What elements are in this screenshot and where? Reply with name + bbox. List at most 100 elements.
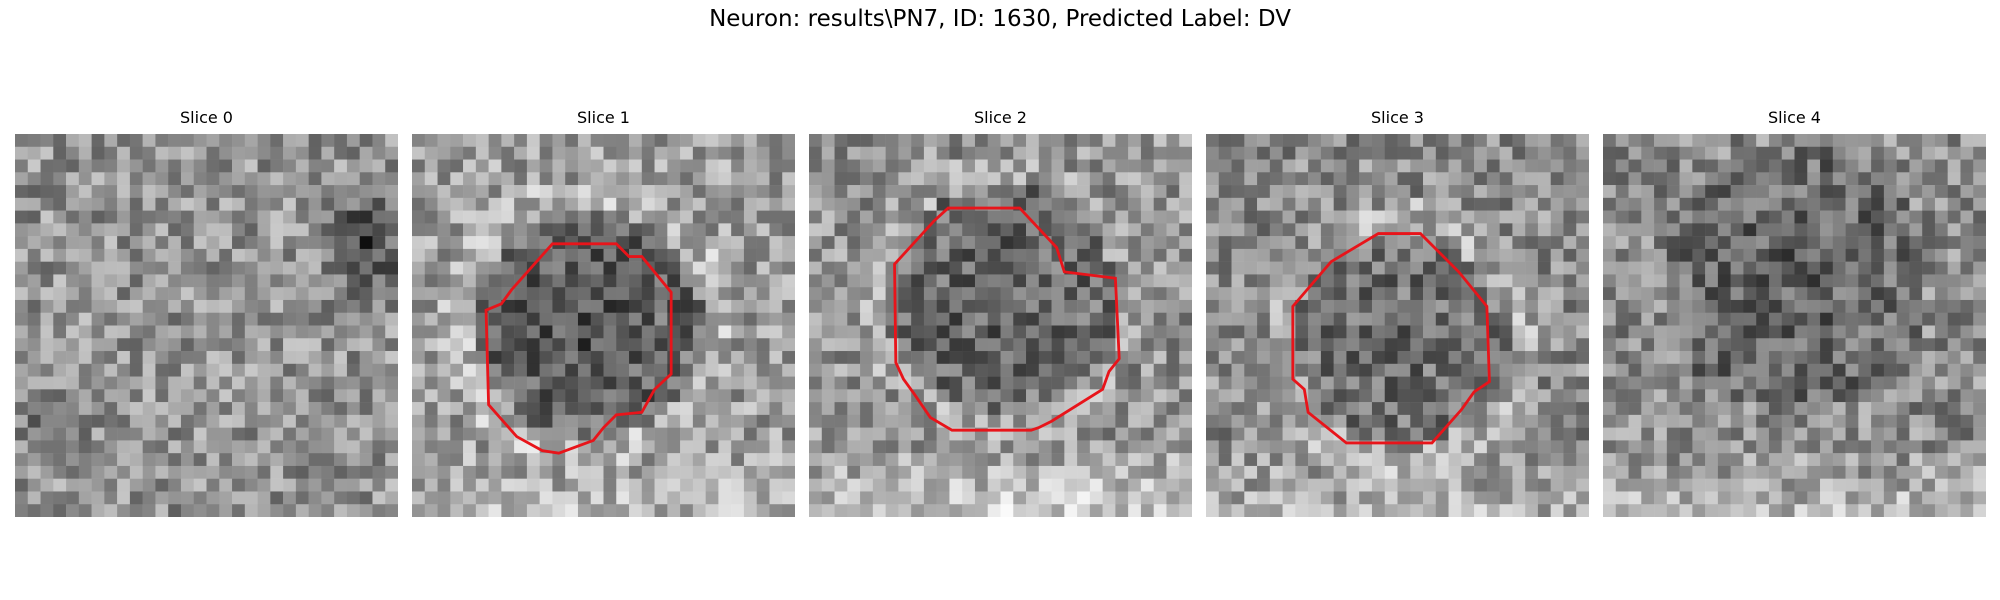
pixel	[1845, 261, 1859, 275]
pixel	[437, 504, 451, 517]
pixel	[1845, 504, 1859, 517]
pixel	[1756, 274, 1770, 288]
pixel	[860, 440, 874, 454]
pixel	[1654, 478, 1668, 492]
pixel	[488, 402, 502, 416]
pixel	[1244, 210, 1258, 224]
pixel	[898, 338, 912, 352]
pixel	[1423, 248, 1437, 262]
pixel	[552, 363, 566, 377]
pixel	[1832, 223, 1846, 237]
pixel	[1269, 453, 1283, 467]
pixel	[1166, 236, 1180, 250]
pixel	[1410, 491, 1424, 505]
pixel	[860, 338, 874, 352]
pixel	[680, 134, 694, 148]
pixel	[821, 440, 835, 454]
pixel	[1000, 389, 1014, 403]
pixel	[488, 363, 502, 377]
pixel	[437, 414, 451, 428]
pixel	[1845, 172, 1859, 186]
pixel	[616, 299, 630, 313]
pixel	[872, 338, 886, 352]
pixel	[1730, 210, 1744, 224]
pixel	[1781, 299, 1795, 313]
pixel	[117, 440, 131, 454]
pixel	[104, 299, 118, 313]
pixel	[1820, 402, 1834, 416]
pixel	[1102, 402, 1116, 416]
pixel	[1140, 491, 1154, 505]
pixel	[1537, 351, 1551, 365]
pixel	[1257, 159, 1271, 173]
pixel	[1525, 389, 1539, 403]
pixel	[629, 478, 643, 492]
pixel	[1013, 325, 1027, 339]
pixel	[66, 172, 80, 186]
pixel	[1781, 376, 1795, 390]
pixel	[1934, 440, 1948, 454]
pixel	[1705, 299, 1719, 313]
pixel	[911, 312, 925, 326]
pixel	[1384, 402, 1398, 416]
pixel	[244, 299, 258, 313]
pixel	[962, 287, 976, 301]
pixel	[756, 363, 770, 377]
pixel	[1730, 338, 1744, 352]
pixel	[847, 453, 861, 467]
pixel	[1922, 491, 1936, 505]
pixel	[718, 478, 732, 492]
pixel	[91, 376, 105, 390]
pixel	[1525, 274, 1539, 288]
pixel	[1883, 465, 1897, 479]
pixel	[283, 325, 297, 339]
pixel	[769, 389, 783, 403]
pixel	[1615, 491, 1629, 505]
pixel	[437, 210, 451, 224]
pixel	[821, 185, 835, 199]
pixel	[590, 299, 604, 313]
pixel	[1973, 236, 1986, 250]
pixel	[424, 427, 438, 441]
pixel	[1743, 159, 1757, 173]
pixel	[1628, 248, 1642, 262]
pixel	[590, 465, 604, 479]
pixel	[731, 172, 745, 186]
pixel	[1550, 172, 1564, 186]
pixel	[372, 248, 386, 262]
pixel	[437, 248, 451, 262]
pixel	[1807, 287, 1821, 301]
pixel	[923, 312, 937, 326]
pixel	[974, 363, 988, 377]
pixel	[1051, 338, 1065, 352]
pixel	[1269, 210, 1283, 224]
pixel	[1474, 504, 1488, 517]
pixel	[321, 299, 335, 313]
pixel	[629, 351, 643, 365]
pixel	[821, 299, 835, 313]
pixel	[450, 236, 464, 250]
pixel	[219, 312, 233, 326]
pixel	[1871, 210, 1885, 224]
pixel	[1038, 363, 1052, 377]
pixel	[1666, 274, 1680, 288]
pixel	[577, 134, 591, 148]
pixel	[1038, 185, 1052, 199]
pixel	[1603, 376, 1617, 390]
pixel	[1231, 389, 1245, 403]
pixel	[718, 223, 732, 237]
pixel	[1922, 376, 1936, 390]
pixel	[91, 478, 105, 492]
pixel	[1615, 172, 1629, 186]
pixel	[654, 491, 668, 505]
pixel	[1461, 134, 1475, 148]
pixel	[346, 287, 360, 301]
pixel	[1308, 363, 1322, 377]
pixel	[1371, 363, 1385, 377]
pixel	[1743, 236, 1757, 250]
pixel	[1128, 299, 1142, 313]
pixel	[91, 210, 105, 224]
pixel	[1346, 261, 1360, 275]
pixel	[334, 440, 348, 454]
pixel	[1512, 389, 1526, 403]
